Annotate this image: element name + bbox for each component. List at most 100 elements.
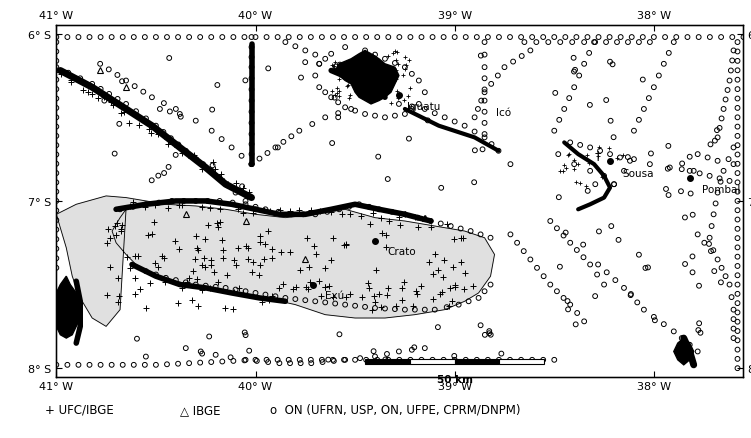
Point [393,348,405,355]
Point [112,96,124,103]
Point [722,156,734,163]
Point [604,35,616,42]
Point [50,142,62,149]
Point [313,61,325,68]
Point [653,73,665,80]
Point [637,77,649,84]
Point [660,186,672,193]
Point [731,346,743,353]
Point [50,170,62,177]
Point [270,145,282,152]
Point [273,209,285,216]
Point [161,35,173,42]
Point [173,111,185,118]
Point [731,180,743,187]
Point [572,310,584,317]
Point [272,145,284,152]
Point [98,98,110,105]
Point [648,35,660,42]
Point [515,35,527,42]
Point [575,142,587,149]
Point [731,170,743,177]
Point [731,58,743,65]
Point [419,345,431,352]
Point [719,273,731,280]
Point [262,359,274,366]
Point [339,357,351,364]
Point [530,39,542,46]
Point [445,223,457,230]
Point [517,248,529,255]
Point [438,357,450,364]
Point [583,50,595,57]
Point [675,188,687,195]
Point [679,215,691,222]
Point [207,162,219,170]
Point [72,361,84,368]
Point [50,86,62,93]
Point [668,328,680,335]
Point [588,39,600,46]
Point [339,45,351,52]
Point [419,106,431,113]
Point [166,198,178,205]
Point [394,357,406,364]
Point [202,198,214,205]
Polygon shape [335,51,399,105]
Point [706,223,718,230]
Point [140,116,152,123]
Point [460,357,472,364]
Point [316,35,328,42]
Point [172,35,184,42]
Point [731,39,743,46]
Point [381,351,393,358]
Point [557,233,569,240]
Point [731,272,743,279]
Point [50,77,62,84]
Point [435,185,447,192]
Point [409,307,421,314]
Point [120,78,132,85]
Point [95,361,107,368]
Point [548,35,560,42]
Point [645,151,657,158]
Point [404,35,416,42]
Point [642,264,654,271]
Point [62,361,74,368]
Text: Sousa: Sousa [622,169,653,178]
Point [369,353,381,360]
Point [270,293,282,300]
Point [50,39,62,46]
Point [564,140,576,147]
Point [219,285,231,292]
Point [262,66,274,73]
Point [600,39,612,46]
Point [330,64,342,71]
Point [648,314,660,321]
Point [294,35,306,42]
Point [195,348,207,355]
Point [50,105,62,112]
Point [644,161,656,168]
Point [322,356,334,363]
Point [492,73,504,80]
Point [601,269,613,276]
Point [716,265,728,272]
Point [731,115,743,122]
Point [403,136,415,143]
Point [150,272,162,279]
Point [478,109,490,116]
Point [584,145,596,152]
Point [413,78,425,85]
Point [158,100,170,107]
Point [382,357,394,364]
Point [359,304,371,311]
Point [399,211,411,218]
Point [569,161,581,168]
Point [608,181,620,188]
Point [578,39,590,46]
Point [160,275,172,282]
Point [731,49,743,56]
Point [731,235,743,242]
Point [518,39,530,46]
